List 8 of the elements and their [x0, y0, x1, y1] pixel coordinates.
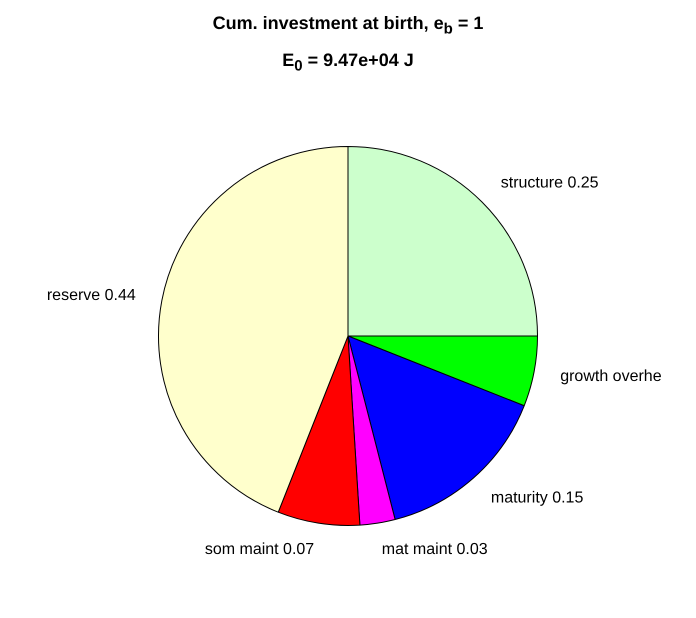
slice-label: growth overhe [560, 368, 662, 386]
slice-label: structure 0.25 [500, 174, 599, 192]
slice-label: mat maint 0.03 [382, 540, 488, 558]
slice-label: som maint 0.07 [204, 540, 314, 558]
chart-subtitle: E$_{0}$ = 9.47e+04 J [281, 48, 415, 76]
slice-label: maturity 0.15 [490, 490, 584, 507]
slice-label: reserve 0.44 [46, 287, 136, 304]
chart-title: Cum. investment at birth, e$_{b}$ = 1 [212, 12, 484, 40]
